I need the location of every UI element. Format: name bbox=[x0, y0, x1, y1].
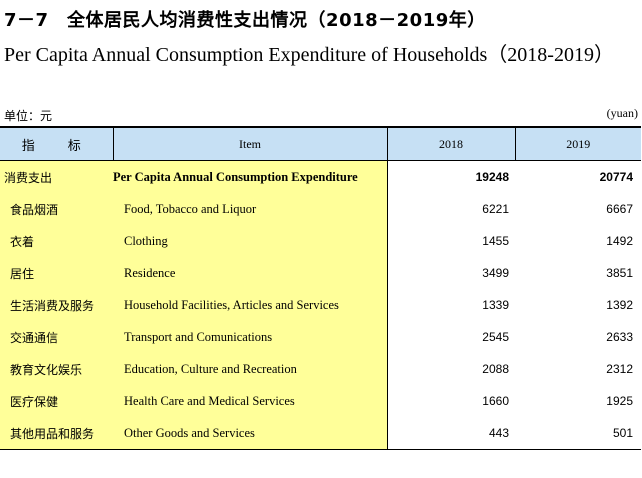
value-2019: 1492 bbox=[606, 234, 633, 248]
expenditure-table: 指 标 Item 2018 2019 消费支出 Per Capita Annua… bbox=[0, 126, 641, 450]
row-label-cn: 消费支出 bbox=[0, 160, 113, 193]
row-label-en: Food, Tobacco and Liquor bbox=[113, 193, 388, 225]
row-label-cn: 衣着 bbox=[0, 225, 113, 257]
value-2019: 20774 bbox=[599, 170, 633, 184]
value-2019: 1392 bbox=[606, 298, 633, 312]
table-row: 生活消费及服务 Household Facilities, Articles a… bbox=[0, 289, 641, 321]
table-row: 居住 Residence 3499 3851 bbox=[0, 257, 641, 289]
unit-label-english: (yuan) bbox=[606, 106, 638, 120]
value-2019: 1925 bbox=[606, 394, 633, 408]
header-year-2019: 2019 bbox=[514, 126, 641, 161]
table-row: 交通通信 Transport and Comunications 2545 26… bbox=[0, 321, 641, 353]
table-header-row: 指 标 Item 2018 2019 bbox=[0, 126, 641, 161]
value-2019: 501 bbox=[515, 417, 641, 450]
table-row: 医疗保健 Health Care and Medical Services 16… bbox=[0, 385, 641, 417]
row-label-cn: 居住 bbox=[0, 257, 113, 289]
row-label-en: Transport and Comunications bbox=[113, 321, 388, 353]
row-label-en: Education, Culture and Recreation bbox=[113, 353, 388, 385]
row-label-cn: 教育文化娱乐 bbox=[0, 353, 113, 385]
row-label-cn: 生活消费及服务 bbox=[0, 289, 113, 321]
table-row: 其他用品和服务 Other Goods and Services 443 501 bbox=[0, 417, 641, 450]
table-title-english: Per Capita Annual Consumption Expenditur… bbox=[4, 44, 614, 66]
table-row-total: 消费支出 Per Capita Annual Consumption Expen… bbox=[0, 160, 641, 193]
value-2018: 2545 bbox=[482, 330, 509, 344]
value-2019: 3851 bbox=[606, 266, 633, 280]
row-label-cn: 食品烟酒 bbox=[0, 193, 113, 225]
value-2018: 19248 bbox=[475, 170, 509, 184]
value-2018: 6221 bbox=[482, 202, 509, 216]
value-2018: 2088 bbox=[482, 362, 509, 376]
row-label-cn: 其他用品和服务 bbox=[0, 417, 113, 450]
value-2018: 443 bbox=[387, 417, 515, 450]
table-row: 教育文化娱乐 Education, Culture and Recreation… bbox=[0, 353, 641, 385]
header-item-en: Item bbox=[113, 126, 388, 161]
table-row: 食品烟酒 Food, Tobacco and Liquor 6221 6667 bbox=[0, 193, 641, 225]
value-2019: 6667 bbox=[606, 202, 633, 216]
row-label-en: Clothing bbox=[113, 225, 388, 257]
table-row: 衣着 Clothing 1455 1492 bbox=[0, 225, 641, 257]
row-label-en: Other Goods and Services bbox=[113, 417, 388, 450]
row-label-en: Health Care and Medical Services bbox=[113, 385, 388, 417]
unit-label-chinese: 单位：元 bbox=[4, 109, 53, 123]
header-indicator-cn: 指 标 bbox=[0, 126, 114, 161]
value-2018: 3499 bbox=[482, 266, 509, 280]
row-label-en: Household Facilities, Articles and Servi… bbox=[113, 289, 388, 321]
value-2019: 2633 bbox=[606, 330, 633, 344]
row-label-cn: 医疗保健 bbox=[0, 385, 113, 417]
value-2018: 1455 bbox=[482, 234, 509, 248]
value-2019: 2312 bbox=[606, 362, 633, 376]
row-label-en: Per Capita Annual Consumption Expenditur… bbox=[113, 160, 388, 193]
row-label-cn: 交通通信 bbox=[0, 321, 113, 353]
value-2018: 1660 bbox=[482, 394, 509, 408]
value-2018: 1339 bbox=[482, 298, 509, 312]
table-title-chinese: 7－7 全体居民人均消费性支出情况（2018－2019年） bbox=[4, 10, 486, 31]
row-label-en: Residence bbox=[113, 257, 388, 289]
header-year-2018: 2018 bbox=[386, 126, 515, 161]
